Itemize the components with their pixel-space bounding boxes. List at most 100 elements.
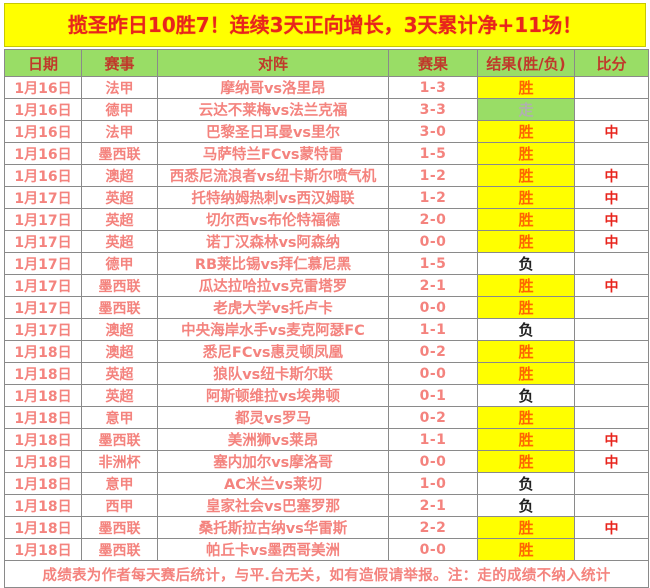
table-row: 1月18日 墨西联 桑托斯拉古纳vs华雷斯 2-2 胜中 bbox=[4, 516, 649, 539]
cell-score: 3-0 bbox=[388, 120, 478, 143]
cell-date: 1月17日 bbox=[4, 274, 82, 297]
cell-mid bbox=[574, 340, 649, 363]
cell-league: 英超 bbox=[81, 186, 158, 209]
table-row: 1月16日 法甲 巴黎圣日耳曼vs里尔 3-0 胜中 bbox=[4, 120, 649, 143]
cell-date: 1月18日 bbox=[4, 472, 82, 495]
table-row: 1月17日 墨西联 瓜达拉哈拉vs克雷塔罗 2-1 胜中 bbox=[4, 274, 649, 297]
table-row: 1月18日 墨西联 美洲狮vs莱昂 1-1 胜中 bbox=[4, 428, 649, 451]
cell-mid bbox=[574, 406, 649, 429]
cell-result: 胜 bbox=[477, 450, 575, 473]
cell-score: 1-1 bbox=[388, 428, 478, 451]
cell-date: 1月16日 bbox=[4, 120, 82, 143]
table-header: 日期 赛事 对阵 赛果 结果(胜/负) 比分 bbox=[4, 49, 649, 77]
cell-mid bbox=[574, 494, 649, 517]
cell-mid bbox=[574, 142, 649, 165]
cell-mid: 中 bbox=[574, 428, 649, 451]
cell-score: 3-3 bbox=[388, 98, 478, 121]
cell-league: 澳超 bbox=[81, 318, 158, 341]
cell-league: 墨西联 bbox=[81, 142, 158, 165]
cell-match: 托特纳姆热刺vs西汉姆联 bbox=[157, 186, 389, 209]
cell-mid: 中 bbox=[574, 120, 649, 143]
cell-date: 1月18日 bbox=[4, 494, 82, 517]
header-result: 结果(胜/负) bbox=[477, 49, 575, 77]
cell-league: 墨西联 bbox=[81, 274, 158, 297]
cell-result: 胜 bbox=[477, 274, 575, 297]
table-body: 1月16日 法甲 摩纳哥vs洛里昂 1-3 胜 1月16日 德甲 云达不莱梅vs法兰克福 3-3… bbox=[4, 76, 649, 561]
header-match: 对阵 bbox=[157, 49, 389, 77]
cell-score: 0-0 bbox=[388, 296, 478, 319]
cell-league: 意甲 bbox=[81, 472, 158, 495]
cell-score: 0-0 bbox=[388, 230, 478, 253]
cell-score: 2-1 bbox=[388, 494, 478, 517]
cell-score: 0-2 bbox=[388, 340, 478, 363]
cell-score: 1-0 bbox=[388, 472, 478, 495]
cell-league: 非洲杯 bbox=[81, 450, 158, 473]
table-row: 1月18日 意甲 AC米兰vs莱切 1-0 负 bbox=[4, 472, 649, 495]
cell-match: 马萨特兰FCvs蒙特雷 bbox=[157, 142, 389, 165]
cell-score: 2-0 bbox=[388, 208, 478, 231]
cell-date: 1月18日 bbox=[4, 406, 82, 429]
cell-date: 1月18日 bbox=[4, 362, 82, 385]
cell-date: 1月18日 bbox=[4, 384, 82, 407]
cell-date: 1月17日 bbox=[4, 186, 82, 209]
cell-league: 墨西联 bbox=[81, 296, 158, 319]
table-row: 1月18日 西甲 皇家社会vs巴塞罗那 2-1 负 bbox=[4, 494, 649, 517]
headline-text: 揽圣昨日10胜7！连续3天正向增长，3天累计净+11场！ bbox=[67, 13, 583, 37]
cell-result: 胜 bbox=[477, 516, 575, 539]
cell-league: 西甲 bbox=[81, 494, 158, 517]
table-row: 1月17日 英超 切尔西vs布伦特福德 2-0 胜中 bbox=[4, 208, 649, 231]
cell-league: 英超 bbox=[81, 208, 158, 231]
cell-match: 中央海岸水手vs麦克阿瑟FC bbox=[157, 318, 389, 341]
cell-date: 1月16日 bbox=[4, 164, 82, 187]
cell-score: 0-2 bbox=[388, 406, 478, 429]
cell-result: 负 bbox=[477, 384, 575, 407]
cell-result: 胜 bbox=[477, 296, 575, 319]
cell-mid: 中 bbox=[574, 516, 649, 539]
cell-league: 墨西联 bbox=[81, 428, 158, 451]
cell-match: 西悉尼流浪者vs纽卡斯尔喷气机 bbox=[157, 164, 389, 187]
cell-league: 法甲 bbox=[81, 76, 158, 99]
table-row: 1月16日 德甲 云达不莱梅vs法兰克福 3-3 走 bbox=[4, 98, 649, 121]
cell-match: 都灵vs罗马 bbox=[157, 406, 389, 429]
cell-result: 负 bbox=[477, 252, 575, 275]
cell-date: 1月18日 bbox=[4, 428, 82, 451]
cell-date: 1月17日 bbox=[4, 296, 82, 319]
cell-mid: 中 bbox=[574, 450, 649, 473]
header-league: 赛事 bbox=[81, 49, 158, 77]
cell-match: 桑托斯拉古纳vs华雷斯 bbox=[157, 516, 389, 539]
cell-match: 诺丁汉森林vs阿森纳 bbox=[157, 230, 389, 253]
cell-result: 负 bbox=[477, 472, 575, 495]
cell-score: 1-3 bbox=[388, 76, 478, 99]
cell-mid: 中 bbox=[574, 274, 649, 297]
cell-mid bbox=[574, 384, 649, 407]
cell-date: 1月18日 bbox=[4, 538, 82, 561]
cell-date: 1月16日 bbox=[4, 142, 82, 165]
cell-result: 胜 bbox=[477, 164, 575, 187]
cell-date: 1月17日 bbox=[4, 252, 82, 275]
results-table: 日期 赛事 对阵 赛果 结果(胜/负) 比分 1月16日 法甲 摩纳哥vs洛里昂 1-… bbox=[4, 49, 649, 588]
cell-mid bbox=[574, 472, 649, 495]
cell-result: 胜 bbox=[477, 208, 575, 231]
table-row: 1月18日 非洲杯 塞内加尔vs摩洛哥 0-0 胜中 bbox=[4, 450, 649, 473]
cell-date: 1月18日 bbox=[4, 340, 82, 363]
table-footer: 成绩表为作者每天赛后统计，与平.台无关，如有造假请举报。注：走的成绩不纳入统计 bbox=[4, 560, 649, 588]
table-row: 1月16日 法甲 摩纳哥vs洛里昂 1-3 胜 bbox=[4, 76, 649, 99]
cell-result: 走 bbox=[477, 98, 575, 121]
cell-score: 0-0 bbox=[388, 362, 478, 385]
header-score: 赛果 bbox=[388, 49, 478, 77]
cell-match: 摩纳哥vs洛里昂 bbox=[157, 76, 389, 99]
cell-result: 胜 bbox=[477, 230, 575, 253]
table-row: 1月18日 意甲 都灵vs罗马 0-2 胜 bbox=[4, 406, 649, 429]
cell-result: 胜 bbox=[477, 538, 575, 561]
cell-match: 瓜达拉哈拉vs克雷塔罗 bbox=[157, 274, 389, 297]
cell-score: 1-5 bbox=[388, 252, 478, 275]
cell-match: 帕丘卡vs墨西哥美洲 bbox=[157, 538, 389, 561]
footer-note: 成绩表为作者每天赛后统计，与平.台无关，如有造假请举报。注：走的成绩不纳入统计 bbox=[4, 560, 649, 588]
cell-match: 塞内加尔vs摩洛哥 bbox=[157, 450, 389, 473]
table-row: 1月18日 英超 狼队vs纽卡斯尔联 0-0 胜 bbox=[4, 362, 649, 385]
table-row: 1月18日 墨西联 帕丘卡vs墨西哥美洲 0-0 胜 bbox=[4, 538, 649, 561]
cell-match: 切尔西vs布伦特福德 bbox=[157, 208, 389, 231]
cell-mid bbox=[574, 538, 649, 561]
cell-result: 胜 bbox=[477, 362, 575, 385]
cell-score: 0-0 bbox=[388, 450, 478, 473]
